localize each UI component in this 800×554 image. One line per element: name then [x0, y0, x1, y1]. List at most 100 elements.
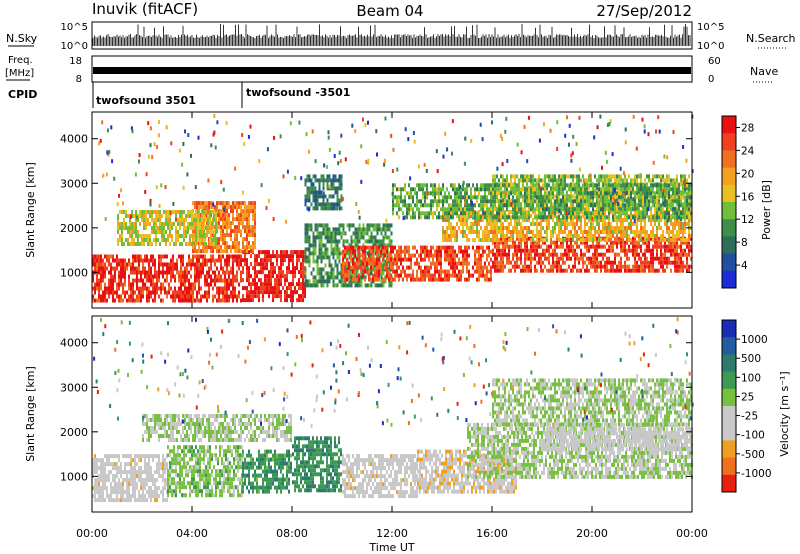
heatmap-cell: [566, 222, 568, 226]
heatmap-cell: [452, 226, 454, 230]
heatmap-cell: [678, 222, 680, 226]
heatmap-cell: [188, 298, 190, 303]
heatmap-cell: [400, 245, 402, 250]
heatmap-cell: [228, 254, 230, 259]
heatmap-cell: [220, 225, 222, 230]
heatmap-cell: [638, 244, 640, 249]
heatmap-cell: [168, 286, 170, 291]
heatmap-cell: [372, 257, 374, 262]
heatmap-cell: [258, 298, 260, 303]
heatmap-cell: [648, 178, 650, 183]
heatmap-cell: [424, 253, 426, 258]
heatmap-cell: [454, 191, 456, 196]
heatmap-cell: [328, 174, 331, 179]
heatmap-cell: [322, 178, 325, 183]
heatmap-cell: [496, 226, 498, 230]
heatmap-cell: [322, 267, 325, 272]
heatmap-cell: [102, 266, 104, 271]
heatmap-cell: [185, 226, 187, 230]
heatmap-cell: [196, 290, 198, 295]
heatmap-cell: [208, 290, 210, 295]
heatmap-cell: [306, 283, 309, 288]
heatmap-cell: [546, 248, 548, 253]
heatmap-cell: [392, 187, 394, 192]
heatmap-cell: [198, 274, 200, 279]
heatmap-cell: [388, 269, 390, 274]
heatmap-cell: [596, 178, 598, 183]
heatmap-cell: [106, 254, 108, 259]
heatmap-cell: [376, 227, 379, 232]
heatmap-cell: [670, 182, 672, 187]
heatmap-cell: [478, 261, 480, 266]
heatmap-cell: [248, 201, 250, 206]
heatmap-cell: [380, 261, 382, 266]
heatmap-cell: [466, 203, 468, 208]
heatmap-cell: [466, 265, 468, 270]
heatmap-cell: [276, 290, 278, 295]
heatmap-cell: [212, 258, 214, 263]
heatmap-cell: [620, 226, 622, 230]
heatmap-cell: [312, 231, 315, 236]
heatmap-cell: [436, 191, 438, 196]
heatmap-cell: [314, 259, 317, 264]
heatmap-cell: [360, 263, 363, 268]
heatmap-cell: [320, 231, 323, 236]
heatmap-cell: [346, 283, 349, 288]
heatmap-cell: [466, 245, 468, 250]
heatmap-cell: [248, 229, 250, 234]
heatmap-cell: [564, 260, 566, 265]
heatmap-cell: [139, 242, 141, 246]
heatmap-cell: [352, 249, 354, 254]
heatmap-cell: [189, 210, 191, 214]
heatmap-cell: [356, 257, 358, 262]
heatmap-cell: [466, 234, 468, 238]
heatmap-cell: [634, 222, 636, 226]
heatmap-cell: [190, 294, 192, 299]
heatmap-cell: [218, 270, 220, 275]
heatmap-cell: [602, 186, 604, 191]
heatmap-cell: [418, 211, 420, 216]
heatmap-cell: [224, 217, 226, 222]
heatmap-cell: [644, 218, 646, 222]
heatmap-cell: [240, 258, 242, 263]
heatmap-cell: [672, 240, 674, 245]
heatmap-cell: [466, 183, 468, 188]
heatmap-cell: [338, 259, 341, 264]
heatmap-cell: [148, 294, 150, 299]
heatmap-cell: [550, 174, 552, 179]
heatmap-cell: [386, 235, 389, 240]
heatmap-cell: [612, 210, 614, 214]
heatmap-cell: [476, 222, 478, 226]
heatmap-cell: [666, 260, 668, 265]
heatmap-cell: [136, 266, 138, 271]
heatmap-cell: [474, 230, 476, 234]
heatmap-cell: [127, 230, 129, 234]
heatmap-cell: [94, 266, 96, 271]
heatmap-cell: [222, 298, 224, 303]
heatmap-cell: [149, 234, 151, 238]
heatmap-cell: [121, 210, 123, 214]
heatmap-cell: [634, 234, 636, 238]
heatmap-cell: [117, 226, 119, 230]
heatmap-cell: [286, 286, 288, 291]
heatmap-cell: [592, 256, 594, 261]
heatmap-cell: [394, 261, 396, 266]
heatmap-cell: [462, 207, 464, 212]
heatmap-cell: [184, 286, 186, 291]
heatmap-cell: [466, 191, 468, 196]
heatmap-cell: [183, 218, 185, 222]
heatmap-cell: [135, 242, 137, 246]
heatmap-cell: [428, 257, 430, 262]
heatmap-cell: [296, 290, 298, 295]
heatmap-cell: [342, 257, 344, 262]
heatmap-cell: [200, 294, 202, 299]
heatmap-cell: [504, 178, 506, 183]
heatmap-cell: [410, 253, 412, 258]
heatmap-cell: [654, 234, 656, 238]
heatmap-cell: [492, 264, 494, 269]
heatmap-cell: [492, 218, 494, 222]
heatmap-cell: [460, 218, 462, 222]
heatmap-cell: [134, 270, 136, 275]
heatmap-cell: [205, 218, 207, 222]
heatmap-cell: [156, 290, 158, 295]
